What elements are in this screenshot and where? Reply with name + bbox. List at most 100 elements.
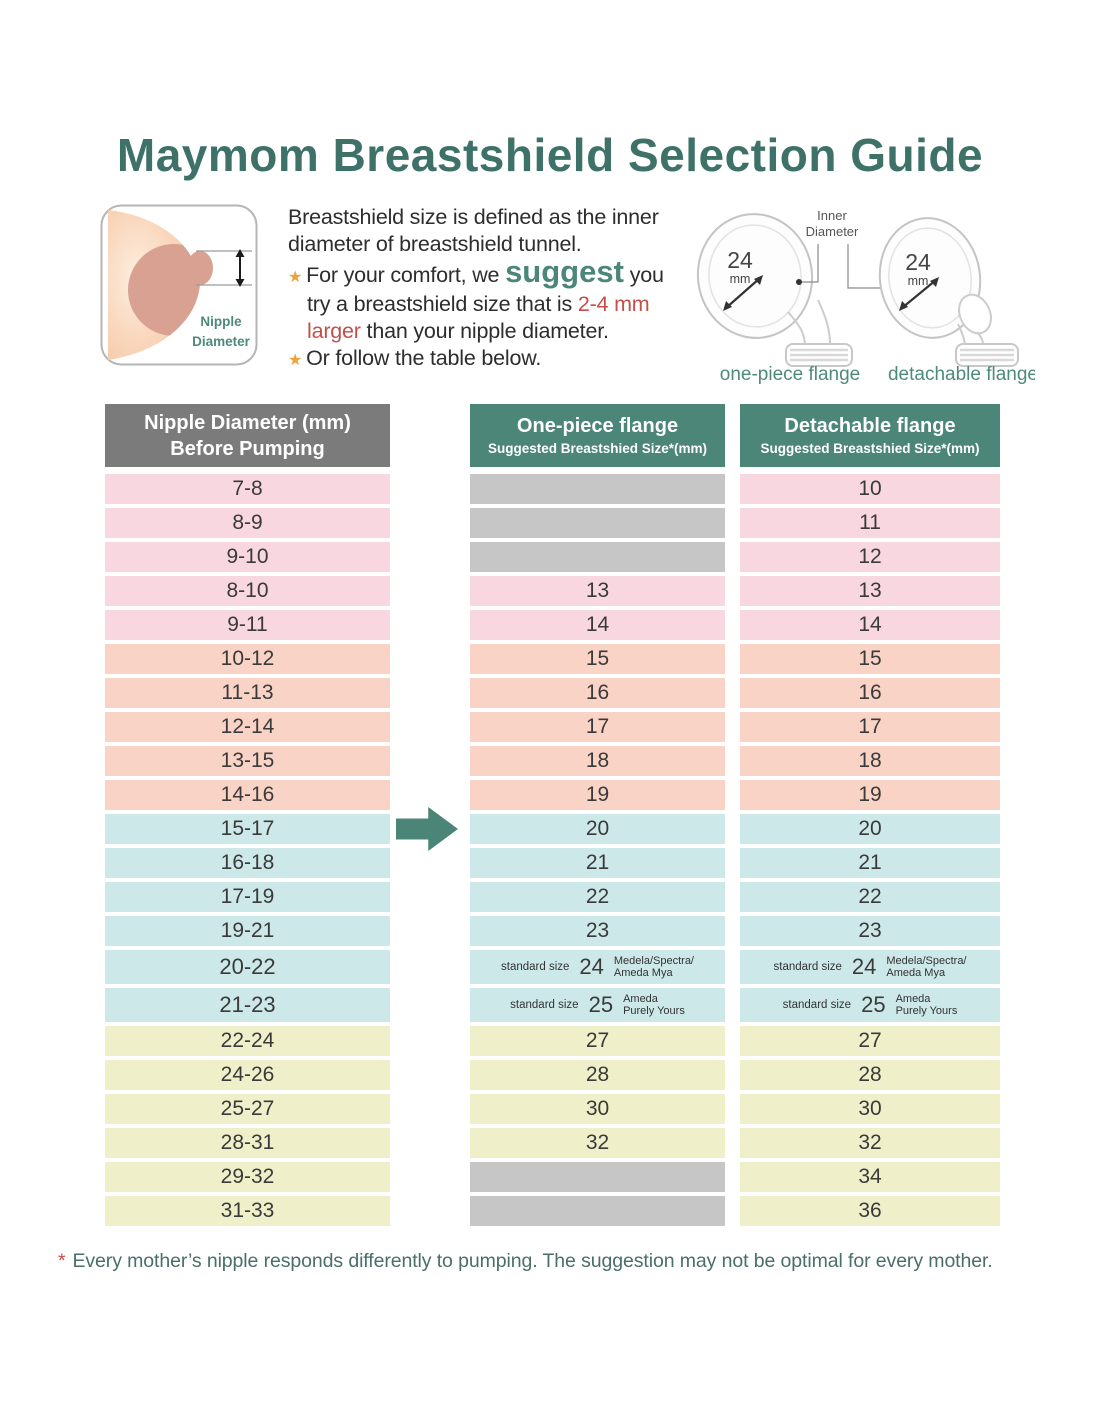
table-body: 7-8 10 8-9 11 9-10 12 8-10 13 13 9-11 14… [105,474,1000,1226]
table-row: 10-12 15 15 [105,644,1000,674]
detachable-size-cell: 23 [740,916,1000,946]
row-gap [390,678,470,708]
row-gap [390,950,470,984]
col-gap [725,916,740,946]
row-gap [390,882,470,912]
nipple-range-cell: 8-9 [105,508,390,538]
col-gap [725,848,740,878]
table-row: 20-22 standard size 24 Medela/Spectra/ Ame… [105,950,1000,984]
col-gap [725,644,740,674]
row-gap [390,576,470,606]
table-row: 7-8 10 [105,474,1000,504]
table-row: 13-15 18 18 [105,746,1000,776]
star-icon: ★ [288,352,303,369]
svg-text:Diameter: Diameter [806,224,859,239]
row-gap [390,542,470,572]
row-gap [390,508,470,538]
detachable-size-cell: 28 [740,1060,1000,1090]
table-row: 15-17 20 20 [105,807,1000,851]
col-gap [725,678,740,708]
detachable-size-cell: 12 [740,542,1000,572]
detachable-size-cell: standard size 25 Ameda Purely Yours [740,988,1000,1022]
one-piece-size-cell: standard size 25 Ameda Purely Yours [470,988,725,1022]
col-gap [725,542,740,572]
one-piece-size-cell [470,542,725,572]
row-gap [390,1162,470,1192]
nipple-range-cell: 31-33 [105,1196,390,1226]
one-piece-size-cell: 22 [470,882,725,912]
row-gap [390,712,470,742]
table-row: 8-9 11 [105,508,1000,538]
detachable-size-cell: 11 [740,508,1000,538]
detachable-size-cell: 27 [740,1026,1000,1056]
one-piece-size-cell: 27 [470,1026,725,1056]
one-piece-size-cell: 18 [470,746,725,776]
row-arrow-icon [396,807,458,851]
table-row: 11-13 16 16 [105,678,1000,708]
table-row: 9-11 14 14 [105,610,1000,640]
table-row: 22-24 27 27 [105,1026,1000,1056]
detachable-size-cell: 19 [740,780,1000,810]
one-piece-size-cell: 17 [470,712,725,742]
inner-diameter-unit: mm [908,274,929,288]
col-gap [725,1196,740,1226]
one-piece-size-cell: 15 [470,644,725,674]
table-row: 28-31 32 32 [105,1128,1000,1158]
header-line: Nipple Diameter (mm) [144,411,351,434]
detachable-size-cell: 13 [740,576,1000,606]
row-gap [390,1196,470,1226]
table-row: 31-33 36 [105,1196,1000,1226]
detachable-size-cell: 17 [740,712,1000,742]
col-gap [725,882,740,912]
one-piece-size-cell [470,474,725,504]
one-piece-size-cell: 19 [470,780,725,810]
nipple-diameter-label: Nipple Diameter [192,314,251,349]
col-gap [725,1162,740,1192]
header-line: Suggested Breastshied Size*(mm) [760,441,980,456]
table-row: 14-16 19 19 [105,780,1000,810]
detachable-size-cell: 14 [740,610,1000,640]
nipple-range-cell: 14-16 [105,780,390,810]
table-row: 24-26 28 28 [105,1060,1000,1090]
one-piece-flange-caption: one-piece flange [720,364,861,384]
asterisk-icon: * [58,1250,66,1272]
nipple-range-cell: 12-14 [105,712,390,742]
header-line: Suggested Breastshied Size*(mm) [487,441,708,456]
col-gap [725,474,740,504]
inner-diameter-value: 24 [727,247,753,273]
nipple-range-cell: 9-10 [105,542,390,572]
svg-text:Nipple: Nipple [200,314,242,329]
col-gap [725,712,740,742]
detachable-size-cell: 21 [740,848,1000,878]
svg-text:Inner: Inner [817,208,847,223]
row-gap [390,807,470,851]
intro-sentence: Breastshield size is defined as the inne… [288,205,659,256]
one-piece-size-cell: 32 [470,1128,725,1158]
table-row: 8-10 13 13 [105,576,1000,606]
detachable-size-cell: 30 [740,1094,1000,1124]
page-title: Maymom Breastshield Selection Guide [116,129,984,181]
intro-bullet-comfort: ★ For your comfort, we suggest you try a … [288,254,664,343]
col-gap [725,1026,740,1056]
bottle-icon [955,343,1019,367]
one-piece-size-cell: 13 [470,576,725,606]
nipple-range-cell: 8-10 [105,576,390,606]
col-gap [725,780,740,810]
table-row: 16-18 21 21 [105,848,1000,878]
detachable-flange-caption: detachable flange [888,364,1035,384]
one-piece-size-cell: 14 [470,610,725,640]
one-piece-size-cell: 28 [470,1060,725,1090]
table-row: 19-21 23 23 [105,916,1000,946]
nipple-range-cell: 11-13 [105,678,390,708]
one-piece-size-cell [470,508,725,538]
svg-text:Diameter: Diameter [192,334,251,349]
table-row: 17-19 22 22 [105,882,1000,912]
intro-bullet-table: ★ Or follow the table below. [288,346,542,370]
col-gap [725,576,740,606]
col-gap [725,746,740,776]
bottle-icon [785,343,853,367]
table-row: 12-14 17 17 [105,712,1000,742]
col-gap [725,950,740,984]
col-gap [725,988,740,1022]
nipple-range-cell: 7-8 [105,474,390,504]
